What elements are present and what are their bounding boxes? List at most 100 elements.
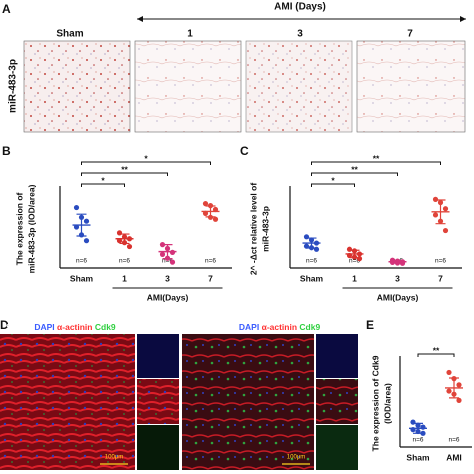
stain-part: AMI (3days):	[186, 322, 239, 332]
n-label: n=6	[162, 258, 173, 265]
error-bar	[162, 244, 173, 260]
significance-bracket	[311, 161, 441, 165]
micrograph-channel	[316, 379, 358, 424]
stain-part: Cdk9	[95, 322, 116, 332]
x-tick-label: AMI	[446, 452, 462, 462]
data-point	[116, 230, 123, 236]
stain-part: α-actinin	[262, 322, 297, 332]
group-header: AMI (Days)	[274, 2, 326, 13]
error-bar	[349, 249, 360, 259]
x-tick-label: 3	[165, 273, 170, 283]
error-bar	[435, 199, 446, 225]
y-axis-label: (IOD/area)	[382, 383, 392, 424]
data-point	[169, 259, 176, 265]
y-axis-label: The expression of Cdk9	[370, 355, 380, 451]
micrograph	[245, 40, 353, 133]
micrograph	[182, 334, 314, 470]
data-point	[446, 369, 452, 376]
stain-label: Sham: DAPI/α-actinin/Cdk9	[6, 322, 116, 332]
significance-label: *	[101, 175, 105, 185]
stain-part: /	[259, 322, 262, 332]
x-tick-label: Sham	[300, 273, 324, 283]
x-tick-label: 3	[395, 273, 400, 283]
column-header: Sham	[56, 29, 83, 40]
n-label: n=6	[205, 258, 216, 265]
stain-part: α-actinin	[57, 322, 92, 332]
n-label: n=6	[412, 437, 423, 444]
x-group-label: AMI(Days)	[377, 292, 419, 302]
data-point	[456, 397, 462, 403]
n-label: n=6	[119, 258, 130, 265]
error-bar	[119, 233, 130, 245]
x-tick-label: 1	[352, 273, 357, 283]
panel-letter: B	[2, 144, 11, 158]
micrograph	[356, 40, 466, 133]
data-point	[159, 251, 166, 257]
error-bar	[76, 213, 87, 237]
x-tick-label: Sham	[70, 273, 94, 283]
significance-label: *	[331, 175, 335, 185]
stain-part: /	[92, 322, 95, 332]
panel-letter: A	[2, 2, 11, 16]
significance-label: **	[351, 164, 358, 174]
data-point	[446, 388, 452, 394]
stain-part: Cdk9	[299, 322, 320, 332]
column-header: 3	[297, 29, 303, 40]
x-group-label: AMI(Days)	[147, 292, 189, 302]
micrograph-channel	[137, 379, 179, 424]
significance-bracket	[311, 172, 398, 176]
error-bar	[392, 259, 403, 264]
data-point	[442, 227, 449, 234]
n-label: n=6	[435, 258, 446, 265]
data-point	[356, 256, 363, 262]
error-bar	[205, 205, 216, 218]
scale-bar-label: 100μm	[105, 455, 123, 461]
error-bar	[413, 422, 423, 434]
stain-label: AMI (3days): DAPI/α-actinin/Cdk9	[186, 322, 320, 332]
data-point	[83, 238, 90, 244]
panel-letter: C	[240, 144, 249, 158]
significance-label: *	[144, 153, 148, 163]
error-bar	[306, 237, 317, 249]
significance-bracket	[417, 353, 455, 357]
significance-bracket	[81, 161, 211, 165]
data-point	[202, 201, 209, 207]
panel-letter: D	[0, 318, 9, 332]
x-tick-label: Sham	[406, 452, 430, 462]
n-label: n=6	[349, 258, 360, 265]
data-point	[346, 246, 353, 252]
x-tick-label: 7	[208, 273, 213, 283]
n-label: n=6	[76, 258, 87, 265]
significance-label: **	[433, 345, 440, 355]
scale-bar-label: 100μm	[287, 455, 305, 461]
n-label: n=6	[448, 437, 459, 444]
n-label: n=6	[306, 258, 317, 265]
significance-label: **	[121, 164, 128, 174]
column-header: 7	[407, 29, 413, 40]
row-label: miR-483-3p	[8, 59, 19, 113]
panel-letter: E	[366, 318, 374, 332]
data-point	[73, 204, 80, 211]
stain-part: /	[297, 322, 300, 332]
stain-part: /	[55, 322, 58, 332]
data-point	[169, 249, 176, 255]
stain-part: DAPI	[34, 322, 54, 332]
data-point	[442, 206, 449, 212]
significance-label: **	[373, 153, 380, 163]
significance-bracket	[81, 183, 125, 187]
data-point	[432, 212, 439, 218]
y-axis-label: miR-483-3p (IOD/area)	[26, 184, 36, 273]
data-point	[126, 243, 133, 250]
significance-bracket	[311, 183, 355, 187]
micrograph-channel	[137, 334, 179, 378]
significance-bracket	[81, 172, 168, 176]
micrograph	[0, 334, 135, 470]
x-tick-label: 1	[122, 273, 127, 283]
y-axis-label: 2^ -Δct relative level of	[248, 183, 258, 276]
error-bar	[449, 377, 459, 399]
data-point	[83, 218, 90, 224]
data-point	[212, 216, 219, 222]
micrograph	[23, 40, 131, 133]
stain-part: DAPI	[239, 322, 259, 332]
